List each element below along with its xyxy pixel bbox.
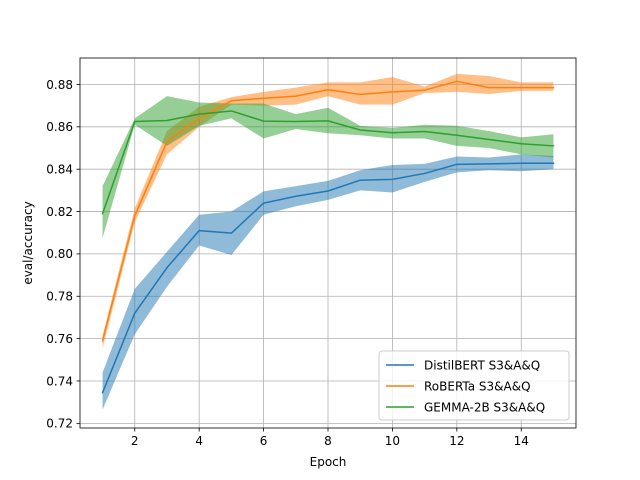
legend-label: RoBERTa S3&A&Q (424, 379, 531, 393)
series-line-2 (101, 110, 555, 215)
y-tick-label: 0.78 (46, 290, 73, 304)
legend-label: DistilBERT S3&A&Q (424, 358, 540, 372)
x-axis-label: Epoch (310, 455, 347, 469)
y-tick-label: 0.88 (46, 78, 73, 92)
y-tick-label: 0.76 (46, 332, 73, 346)
x-tick-label: 10 (385, 434, 400, 448)
series-lines (101, 80, 555, 394)
y-tick-label: 0.72 (46, 417, 73, 431)
y-tick-label: 0.74 (46, 374, 73, 388)
confidence-bands (102, 73, 554, 410)
series-line-1 (101, 80, 555, 342)
legend-label: GEMMA-2B S3&A&Q (424, 400, 545, 414)
y-axis: 0.72 0.74 0.76 0.78 0.80 0.82 0.84 0.86 0.88 (46, 78, 80, 431)
legend: DistilBERT S3&A&Q RoBERTa S3&A&Q GEMMA-2B … (378, 350, 570, 421)
x-axis: 2 4 6 8 10 12 14 (131, 428, 529, 448)
series-band-0 (102, 154, 554, 410)
x-tick-label: 2 (131, 434, 139, 448)
y-tick-label: 0.86 (46, 120, 73, 134)
x-tick-label: 12 (449, 434, 464, 448)
x-tick-label: 14 (514, 434, 529, 448)
x-tick-label: 4 (195, 434, 203, 448)
y-tick-label: 0.80 (46, 247, 73, 261)
series-line-0 (101, 162, 555, 394)
y-axis-label: eval/accuracy (21, 201, 35, 284)
series-band-2 (102, 96, 554, 239)
x-tick-label: 6 (260, 434, 268, 448)
x-tick-label: 8 (324, 434, 332, 448)
y-tick-label: 0.84 (46, 162, 73, 176)
legend-box (378, 350, 570, 421)
y-tick-label: 0.82 (46, 205, 73, 219)
